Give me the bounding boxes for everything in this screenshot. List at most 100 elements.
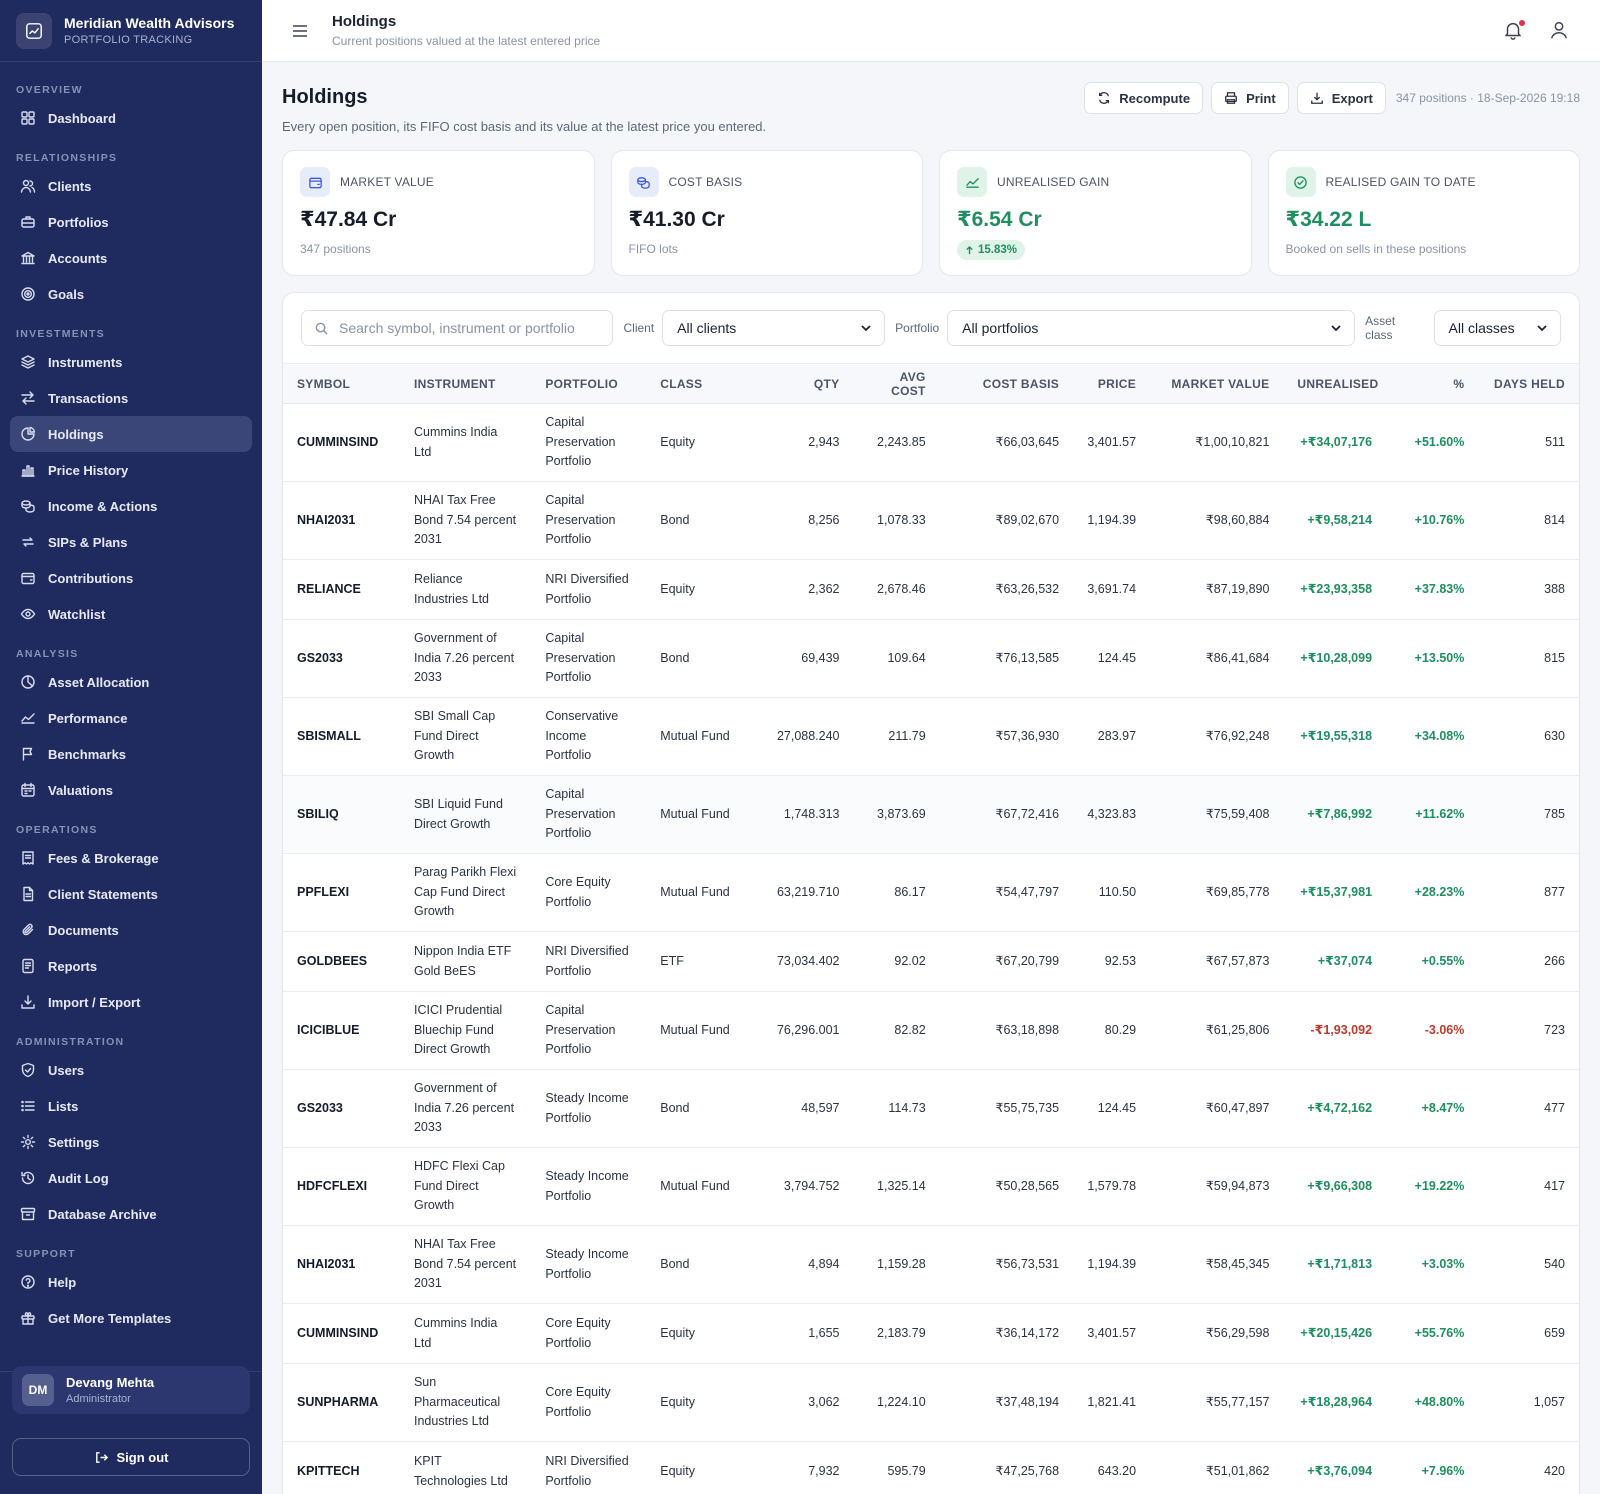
sidebar-item-fees-brokerage[interactable]: Fees & Brokerage (10, 840, 252, 876)
sidebar-item-help[interactable]: Help (10, 1264, 252, 1300)
cell-symbol: RELIANCE (283, 559, 400, 620)
calendar-icon (21, 782, 35, 797)
cell-unrealised: +₹37,074 (1283, 931, 1387, 992)
table-row[interactable]: CUMMINSIND Cummins India Ltd Core Equity P… (283, 1303, 1579, 1364)
sidebar-item-client-statements[interactable]: Client Statements (10, 876, 252, 912)
sidebar-item-holdings[interactable]: Holdings (10, 416, 252, 452)
sidebar-item-portfolios[interactable]: Portfolios (10, 204, 252, 240)
cell-market-value: ₹86,41,684 (1150, 619, 1284, 698)
table-row[interactable]: PPFLEXI Parag Parikh Flexi Cap Fund Direc… (283, 853, 1579, 932)
sidebar-item-settings[interactable]: Settings (10, 1124, 252, 1160)
sidebar-item-label: Watchlist (48, 606, 106, 622)
cell-class: Bond (646, 1069, 749, 1148)
column-header-portfolio[interactable]: PORTFOLIO (531, 363, 647, 404)
sidebar-item-label: Instruments (48, 354, 123, 370)
cell-avg-cost: 114.73 (853, 1069, 940, 1148)
table-row[interactable]: GS2033 Government of India 7.26 percent 2… (283, 619, 1579, 698)
brand[interactable]: Meridian Wealth Advisors PORTFOLIO TRACK… (0, 0, 262, 62)
cell-unrealised: +₹15,37,981 (1283, 853, 1387, 932)
column-header-market-value[interactable]: MARKET VALUE (1150, 363, 1284, 404)
notifications-button[interactable] (1502, 19, 1526, 43)
table-header-row: SYMBOL INSTRUMENT PORTFOLIO CLASS QTY AVG COS… (283, 363, 1579, 404)
sign-out-button[interactable]: Sign out (12, 1438, 250, 1476)
sidebar-item-valuations[interactable]: Valuations (10, 772, 252, 808)
sidebar-item-asset-allocation[interactable]: Asset Allocation (10, 664, 252, 700)
table-row[interactable]: RELIANCE Reliance Industries Ltd NRI Diver… (283, 559, 1579, 620)
sidebar-item-sips-plans[interactable]: SIPs & Plans (10, 524, 252, 560)
cell-cost-basis: ₹66,03,645 (939, 403, 1074, 482)
client-select[interactable]: All clients (662, 310, 886, 346)
cell-instrument: SBI Small Cap Fund Direct Growth (399, 697, 532, 776)
sidebar-item-label: Valuations (48, 782, 114, 798)
table-row[interactable]: HDFCFLEXI HDFC Flexi Cap Fund Direct Grow… (283, 1147, 1579, 1226)
sidebar-item-price-history[interactable]: Price History (10, 452, 252, 488)
sidebar-item-income-actions[interactable]: Income & Actions (10, 488, 252, 524)
sidebar-item-get-more-templates[interactable]: Get More Templates (10, 1300, 252, 1336)
portfolio-select[interactable]: All portfolios (947, 310, 1356, 346)
column-header-qty[interactable]: QTY (748, 363, 854, 404)
sidebar-item-label: SIPs & Plans (48, 534, 128, 550)
cell-qty: 1,655 (748, 1303, 854, 1364)
sidebar-item-lists[interactable]: Lists (10, 1088, 252, 1124)
column-header-avg-cost[interactable]: AVG COST (853, 363, 940, 404)
cell-instrument: NHAI Tax Free Bond 7.54 percent 2031 (399, 1225, 532, 1304)
search-input[interactable]: Search symbol, instrument or portfolio (301, 310, 614, 346)
sidebar-item-watchlist[interactable]: Watchlist (10, 596, 252, 632)
cell-class: Mutual Fund (646, 1147, 749, 1226)
table-row[interactable]: GOLDBEES Nippon India ETF Gold BeES NRI Di… (283, 931, 1579, 992)
sidebar-item-documents[interactable]: Documents (10, 912, 252, 948)
sidebar-item-reports[interactable]: Reports (10, 948, 252, 984)
sidebar-item-instruments[interactable]: Instruments (10, 344, 252, 380)
chevron-down-icon (861, 325, 871, 332)
export-button[interactable]: Export (1296, 82, 1386, 114)
table-row[interactable]: SBISMALL SBI Small Cap Fund Direct Growth… (283, 697, 1579, 776)
sidebar-item-transactions[interactable]: Transactions (10, 380, 252, 416)
table-row[interactable]: SUNPHARMA Sun Pharmaceutical Industries L… (283, 1363, 1579, 1442)
column-header-percent[interactable]: % (1386, 363, 1479, 404)
cell-price: 4,323.83 (1073, 775, 1151, 854)
nav-section-investments: INVESTMENTS (16, 328, 105, 340)
column-header-instrument[interactable]: INSTRUMENT (399, 363, 532, 404)
cell-days-held: 420 (1478, 1441, 1579, 1494)
menu-icon[interactable] (290, 21, 310, 41)
arrows-icon (21, 391, 35, 405)
user-name: Devang Mehta (66, 1375, 155, 1390)
sidebar-item-goals[interactable]: Goals (10, 276, 252, 312)
table-row[interactable]: NHAI2031 NHAI Tax Free Bond 7.54 percent … (283, 481, 1579, 560)
column-header-class[interactable]: CLASS (646, 363, 749, 404)
cell-cost-basis: ₹47,25,768 (939, 1441, 1074, 1494)
table-row[interactable]: GS2033 Government of India 7.26 percent 2… (283, 1069, 1579, 1148)
profile-button[interactable] (1548, 19, 1572, 43)
column-header-cost-basis[interactable]: COST BASIS (939, 363, 1074, 404)
cell-percent: -3.06% (1386, 991, 1479, 1070)
sidebar-item-contributions[interactable]: Contributions (10, 560, 252, 596)
sidebar-item-import-export[interactable]: Import / Export (10, 984, 252, 1020)
column-header-price[interactable]: PRICE (1073, 363, 1151, 404)
cell-instrument: Government of India 7.26 percent 2033 (399, 619, 532, 698)
sidebar-item-database-archive[interactable]: Database Archive (10, 1196, 252, 1232)
table-row[interactable]: SBILIQ SBI Liquid Fund Direct Growth Capit… (283, 775, 1579, 854)
table-row[interactable]: CUMMINSIND Cummins India Ltd Capital Prese… (283, 403, 1579, 482)
table-row[interactable]: NHAI2031 NHAI Tax Free Bond 7.54 percent … (283, 1225, 1579, 1304)
cell-market-value: ₹98,60,884 (1150, 481, 1284, 560)
column-header-symbol[interactable]: SYMBOL (283, 363, 400, 404)
column-header-unrealised[interactable]: UNREALISED (1283, 363, 1387, 404)
cell-market-value: ₹55,77,157 (1150, 1363, 1284, 1442)
table-row[interactable]: KPITTECH KPIT Technologies Ltd NRI Diversi… (283, 1441, 1579, 1494)
sidebar-item-dashboard[interactable]: Dashboard (10, 100, 252, 136)
sidebar-item-audit-log[interactable]: Audit Log (10, 1160, 252, 1196)
sidebar-item-accounts[interactable]: Accounts (10, 240, 252, 276)
sidebar-item-clients[interactable]: Clients (10, 168, 252, 204)
sidebar-item-users[interactable]: Users (10, 1052, 252, 1088)
cell-instrument: Nippon India ETF Gold BeES (399, 931, 532, 992)
print-button[interactable]: Print (1211, 82, 1289, 114)
table-row[interactable]: ICICIBLUE ICICI Prudential Bluechip Fund … (283, 991, 1579, 1070)
user-card[interactable]: DM Devang Mehta Administrator (12, 1366, 250, 1414)
sidebar-item-performance[interactable]: Performance (10, 700, 252, 736)
sidebar-item-label: Help (48, 1274, 77, 1290)
recompute-button[interactable]: Recompute (1084, 82, 1204, 114)
sidebar-item-benchmarks[interactable]: Benchmarks (10, 736, 252, 772)
column-header-days-held[interactable]: DAYS HELD (1478, 363, 1579, 404)
asset-class-select[interactable]: All classes (1433, 310, 1561, 346)
sidebar-item-label: Asset Allocation (48, 674, 150, 690)
